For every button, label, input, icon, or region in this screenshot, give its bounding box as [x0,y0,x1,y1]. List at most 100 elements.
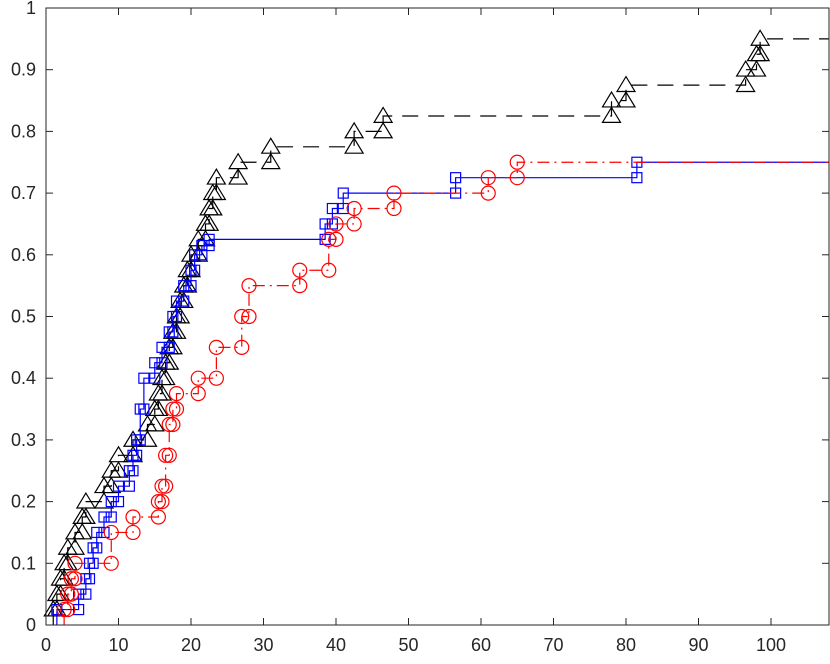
y-tick-label: 0.8 [11,121,36,141]
data-point [158,478,174,494]
data-point [127,465,139,477]
data-point [103,555,119,571]
data-point [615,90,637,108]
data-point [321,231,337,247]
data-point [373,121,394,139]
data-point [155,368,176,386]
series-line [63,161,829,625]
data-point [154,494,170,510]
data-point [63,586,79,602]
y-tick-label: 0.2 [11,492,36,512]
data-point [326,202,338,215]
data-point [64,538,86,555]
data-point [67,555,83,571]
data-point [156,357,168,369]
data-point [346,216,362,232]
data-point [321,262,337,278]
data-point [91,542,103,554]
data-point [87,557,99,569]
data-point [189,264,201,276]
data-point [162,337,183,355]
data-point [178,295,190,307]
data-point [328,216,344,232]
axes-layer: 0 10 20 30 40 50 60 70 80 90 100 0 0.1 0.2 0.3 0.4 0.5 0.… [11,0,829,655]
data-point [56,601,72,618]
data-point [134,434,146,446]
data-point [67,571,83,587]
x-tick-label: 50 [398,635,418,655]
data-point [148,399,169,417]
y-tick-label: 0.7 [11,183,36,203]
data-point [151,383,173,401]
data-point [631,172,643,184]
series-line [52,38,829,625]
data-point [63,571,79,587]
data-point [168,386,185,402]
data-point [138,372,150,384]
data-point [170,295,183,307]
y-tick-label: 1 [26,0,36,18]
data-point [292,262,308,278]
data-point [138,403,150,415]
y-tick-label: 0.1 [11,553,36,573]
data-point [480,170,496,186]
data-point [196,249,208,261]
data-point [601,106,622,123]
series-circle [56,154,829,625]
data-point [98,526,110,539]
data-point [54,553,75,571]
x-tick-label: 100 [756,635,786,655]
data-point [199,214,220,231]
data-point [123,480,135,492]
data-point [509,154,525,170]
data-point [450,172,462,184]
data-point [337,187,349,199]
data-point [150,494,166,510]
data-point [72,522,93,540]
data-point [241,278,257,294]
data-point [509,170,525,186]
data-point [131,449,143,461]
data-point [105,496,117,508]
data-point [125,524,141,541]
data-point [178,280,190,292]
data-point [75,507,96,525]
data-point [234,308,250,325]
x-tick-label: 10 [108,635,128,655]
data-point [163,341,175,353]
data-point [60,601,76,618]
data-point [241,308,257,325]
data-point [105,511,117,523]
data-point [386,200,402,217]
data-point [177,275,198,293]
data-point [144,414,165,432]
y-tick-label: 0.4 [11,368,36,388]
data-point [206,183,227,201]
data-point [158,447,174,463]
data-point [57,553,78,571]
series-triangle [43,29,829,625]
data-point [319,218,331,230]
data-point [170,306,191,324]
data-point [161,447,177,463]
data-point [185,280,197,292]
data-point [148,383,169,401]
data-point [746,44,767,62]
y-tick-label: 0.9 [11,60,36,80]
data-point [344,137,365,154]
data-point [167,326,179,338]
data-point [190,386,206,402]
y-tick-label: 0.5 [11,307,36,327]
data-point [150,509,166,525]
data-point [80,588,92,600]
data-point [188,245,209,262]
data-point [156,341,168,353]
data-point [73,588,85,600]
data-point [91,526,103,539]
data-point [168,401,185,417]
x-tick-label: 70 [543,635,563,655]
data-point [260,152,281,170]
data-point [196,239,208,252]
data-point [234,339,250,355]
data-point [746,60,767,77]
